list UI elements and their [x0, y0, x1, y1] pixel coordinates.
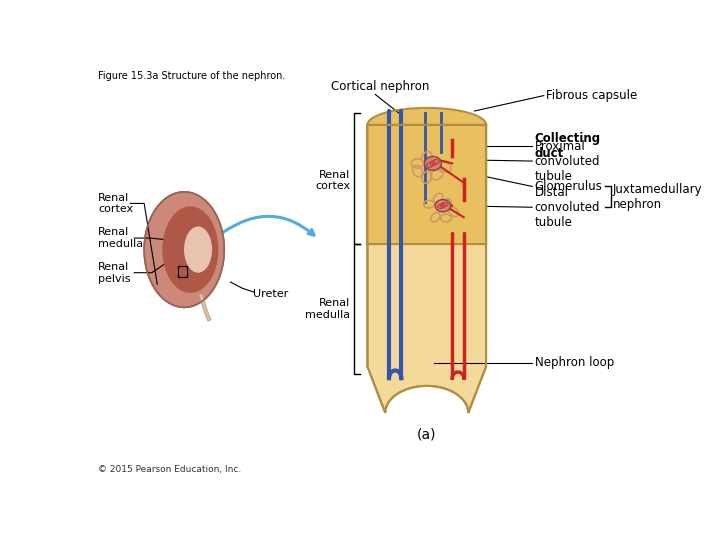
- Polygon shape: [367, 125, 486, 413]
- Text: Collecting
duct: Collecting duct: [534, 132, 600, 160]
- Text: Renal
pelvis: Renal pelvis: [98, 262, 130, 284]
- Bar: [178, 266, 187, 276]
- Text: Proximal
convoluted
tubule: Proximal convoluted tubule: [534, 139, 600, 183]
- Text: Cortical nephron: Cortical nephron: [331, 79, 430, 92]
- Ellipse shape: [425, 157, 441, 170]
- Ellipse shape: [435, 200, 451, 212]
- Ellipse shape: [162, 206, 218, 293]
- Text: Glomerulus: Glomerulus: [534, 180, 603, 193]
- Text: (a): (a): [417, 427, 436, 441]
- Text: Renal
medulla: Renal medulla: [305, 299, 351, 320]
- Text: Renal
cortex: Renal cortex: [315, 170, 351, 192]
- Text: Juxtamedullary
nephron: Juxtamedullary nephron: [613, 183, 703, 211]
- Text: © 2015 Pearson Education, Inc.: © 2015 Pearson Education, Inc.: [98, 465, 241, 475]
- Text: Ureter: Ureter: [253, 289, 289, 299]
- Ellipse shape: [144, 192, 224, 307]
- Text: Nephron loop: Nephron loop: [534, 356, 613, 369]
- Ellipse shape: [184, 226, 212, 273]
- Text: Distal
convoluted
tubule: Distal convoluted tubule: [534, 186, 600, 229]
- Text: Renal
medulla: Renal medulla: [98, 227, 143, 249]
- Text: Renal
cortex: Renal cortex: [98, 193, 133, 214]
- Text: Fibrous capsule: Fibrous capsule: [546, 89, 637, 102]
- Text: Figure 15.3a Structure of the nephron.: Figure 15.3a Structure of the nephron.: [98, 71, 285, 81]
